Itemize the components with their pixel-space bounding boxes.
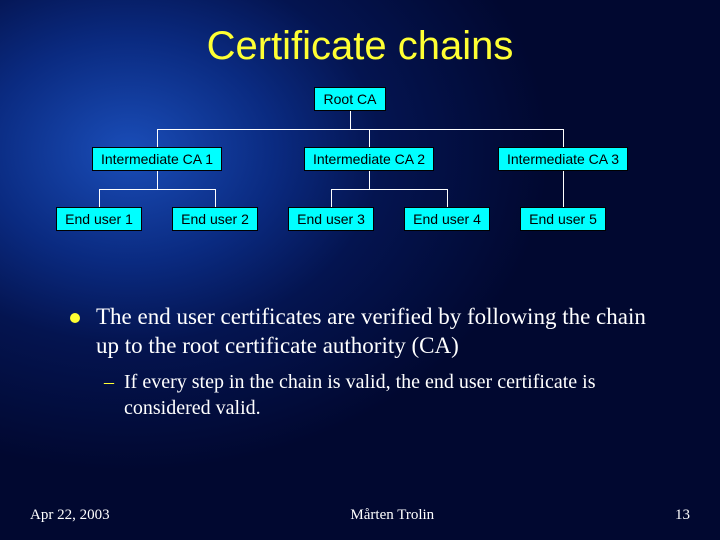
dash-icon: – xyxy=(104,369,114,395)
node-eu5: End user 5 xyxy=(520,207,606,231)
bullet-item: The end user certificates are verified b… xyxy=(70,303,660,361)
connector xyxy=(563,189,564,207)
slide-title: Certificate chains xyxy=(0,0,720,87)
node-int3: Intermediate CA 3 xyxy=(498,147,628,171)
node-eu4: End user 4 xyxy=(404,207,490,231)
connector xyxy=(157,171,158,189)
connector xyxy=(331,189,447,190)
node-int2: Intermediate CA 2 xyxy=(304,147,434,171)
bullet-main-text: The end user certificates are verified b… xyxy=(96,303,660,361)
connector xyxy=(350,111,351,129)
connector xyxy=(99,189,215,190)
sub-bullet-text: If every step in the chain is valid, the… xyxy=(124,369,660,421)
bullet-list: The end user certificates are verified b… xyxy=(70,303,660,421)
connector xyxy=(157,129,158,147)
footer-page-number: 13 xyxy=(675,507,690,524)
bullet-dot-icon xyxy=(70,313,80,323)
connector xyxy=(447,189,448,207)
slide-footer: Apr 22, 2003 Mårten Trolin 13 xyxy=(0,507,720,524)
footer-date: Apr 22, 2003 xyxy=(30,507,110,524)
footer-author: Mårten Trolin xyxy=(350,507,434,524)
sub-bullet-item: – If every step in the chain is valid, t… xyxy=(104,369,660,421)
node-root: Root CA xyxy=(314,87,386,111)
cert-chain-diagram: Root CA Intermediate CA 1 Intermediate CA … xyxy=(40,87,680,267)
connector xyxy=(369,129,370,147)
connector xyxy=(99,189,100,207)
node-eu3: End user 3 xyxy=(288,207,374,231)
connector xyxy=(331,189,332,207)
connector xyxy=(563,129,564,147)
connector xyxy=(369,171,370,189)
connector xyxy=(215,189,216,207)
node-int1: Intermediate CA 1 xyxy=(92,147,222,171)
connector xyxy=(157,129,563,130)
node-eu1: End user 1 xyxy=(56,207,142,231)
node-eu2: End user 2 xyxy=(172,207,258,231)
connector xyxy=(563,171,564,189)
